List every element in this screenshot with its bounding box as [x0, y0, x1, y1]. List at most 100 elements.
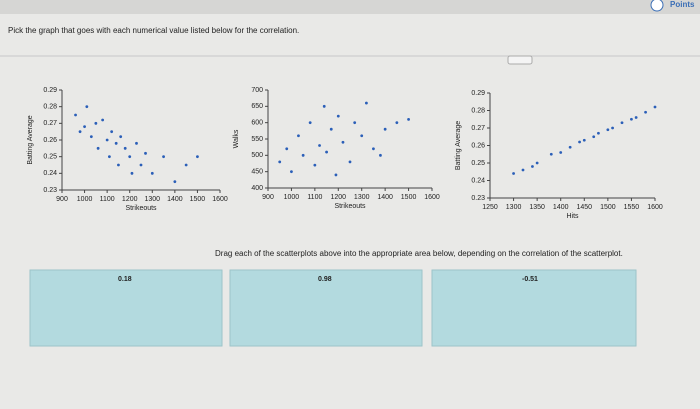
point [162, 155, 165, 159]
point [318, 144, 321, 147]
x-tick-label: 1400 [167, 196, 183, 203]
x-tick-label: 1400 [553, 204, 569, 211]
point [135, 141, 138, 145]
x-tick-label: 1500 [600, 204, 616, 211]
point [117, 163, 120, 167]
point [395, 121, 399, 125]
point [278, 160, 282, 164]
x-tick-label: 1600 [647, 204, 663, 211]
point [139, 163, 143, 167]
point [372, 147, 375, 151]
point [96, 146, 100, 150]
x-tick-label: 1600 [212, 196, 228, 203]
point [173, 180, 177, 184]
instruction: Drag each of the scatterplots above into… [215, 249, 623, 258]
x-tick-label: 900 [56, 196, 68, 203]
point [597, 131, 600, 135]
x-tick-label: 1450 [576, 204, 592, 211]
point [644, 110, 647, 114]
y-tick-label: 550 [251, 136, 263, 143]
point [322, 104, 326, 108]
point [94, 121, 98, 125]
y-tick-label: 0.27 [43, 120, 57, 127]
point [83, 125, 86, 129]
y-tick-label: 0.28 [471, 107, 485, 114]
x-axis-label: Strikeouts [334, 203, 366, 210]
point [325, 150, 328, 154]
drop-zone-label: 0.18 [118, 276, 132, 283]
x-tick-label: 1000 [284, 194, 300, 201]
x-tick-label: 1500 [401, 194, 417, 201]
x-tick-label: 900 [262, 194, 274, 201]
point [119, 135, 123, 139]
x-tick-label: 1250 [482, 204, 498, 211]
point [85, 105, 89, 109]
y-tick-label: 0.29 [43, 87, 57, 94]
scatterplot[interactable]: 0.23 0.24 0.25 0.26 0.27 0.28 0.29 900 1000 1100 1… [27, 87, 228, 212]
point [336, 114, 340, 118]
point [568, 145, 572, 149]
y-tick-label: 700 [251, 87, 263, 94]
point [365, 101, 368, 105]
drop-zone-label: 0.98 [318, 276, 332, 283]
point [114, 141, 118, 145]
points-label[interactable]: Points [670, 0, 695, 9]
x-tick-label: 1000 [77, 196, 93, 203]
x-tick-label: 1500 [190, 196, 206, 203]
point [559, 151, 563, 154]
x-tick-label: 1300 [144, 196, 160, 203]
point [108, 155, 111, 159]
scatterplot[interactable]: 0.23 0.24 0.25 0.26 0.27 0.28 0.29 1250 1300 1350… [455, 90, 663, 220]
x-axis-label: Hits [566, 213, 579, 220]
x-tick-label: 1550 [624, 204, 640, 211]
point [290, 170, 293, 174]
point [379, 153, 382, 157]
drop-zone[interactable] [431, 269, 637, 347]
point [308, 121, 312, 125]
y-tick-label: 0.29 [471, 90, 485, 97]
y-tick-label: 0.28 [43, 104, 57, 111]
drop-zone[interactable] [229, 269, 423, 347]
point [89, 135, 93, 139]
point [105, 138, 109, 142]
y-axis-label: Batting Average [27, 115, 34, 164]
y-tick-label: 0.27 [471, 125, 485, 132]
y-tick-label: 450 [251, 169, 263, 176]
point [301, 153, 305, 157]
more-button[interactable] [507, 55, 533, 65]
y-tick-label: 0.25 [471, 160, 485, 167]
y-tick-label: 0.26 [43, 137, 57, 144]
point [74, 113, 77, 117]
point [634, 116, 638, 119]
point [611, 126, 614, 130]
y-tick-label: 400 [251, 185, 263, 192]
point [341, 140, 345, 144]
drop-zone[interactable] [29, 269, 223, 347]
y-tick-label: 0.23 [43, 187, 57, 194]
point [313, 163, 317, 167]
point [521, 168, 525, 172]
point [110, 130, 114, 134]
point [123, 146, 127, 150]
point [144, 151, 147, 155]
x-tick-label: 1300 [506, 204, 522, 211]
point [329, 127, 333, 131]
point [582, 138, 586, 142]
point [531, 165, 534, 168]
x-tick-label: 1600 [424, 194, 440, 201]
drop-zone-label: -0.51 [522, 276, 538, 283]
y-axis-label: Walks [233, 129, 240, 148]
x-tick-label: 1350 [529, 204, 545, 211]
top-bar [0, 0, 700, 14]
x-tick-label: 1200 [122, 196, 138, 203]
scatterplot[interactable]: 400 450 500 550 600 650 700 900 1000 1100 1200 1300… [233, 87, 440, 210]
point [196, 155, 199, 159]
point [334, 173, 338, 177]
x-tick-label: 1400 [377, 194, 393, 201]
point [512, 172, 515, 175]
x-tick-label: 1300 [354, 194, 370, 201]
x-tick-label: 1100 [307, 194, 322, 201]
y-tick-label: 500 [251, 152, 263, 159]
